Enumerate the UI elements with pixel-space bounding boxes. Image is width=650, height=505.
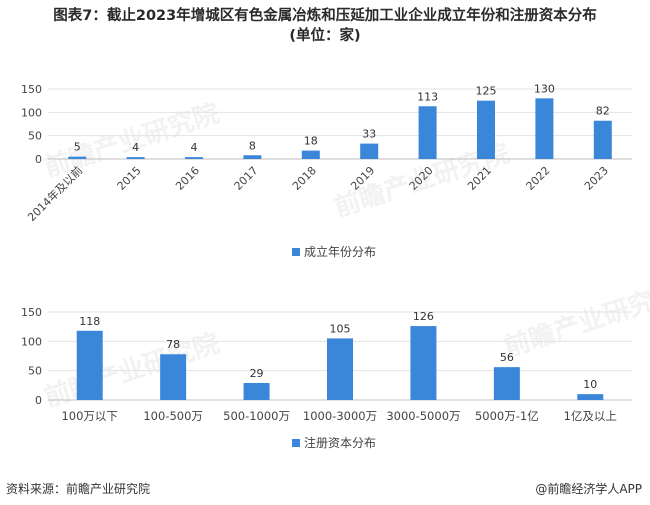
data-label: 130 (534, 82, 555, 95)
footer: 资料来源：前瞻产业研究院 @前瞻经济学人APP (6, 478, 642, 500)
bar (301, 150, 320, 159)
data-label: 29 (250, 367, 264, 380)
data-label: 10 (583, 378, 597, 391)
x-tick-label: 500-1000万 (223, 409, 290, 423)
y-tick-label: 100 (21, 106, 42, 119)
data-label: 56 (500, 351, 514, 364)
data-label: 5 (74, 141, 81, 154)
y-tick-label: 50 (28, 130, 42, 143)
bar (126, 157, 145, 159)
y-tick-label: 0 (35, 153, 42, 166)
x-tick-label: 1亿及以上 (564, 409, 617, 423)
x-tick-label: 2017 (232, 164, 261, 193)
x-tick-label: 100万以下 (61, 409, 117, 423)
y-tick-label: 150 (21, 83, 42, 96)
data-label: 126 (413, 310, 434, 323)
data-label: 82 (596, 105, 610, 118)
x-tick-label: 2020 (407, 164, 436, 193)
data-label: 18 (304, 135, 318, 148)
bar (243, 155, 262, 159)
bar (327, 338, 353, 400)
x-tick-label: 2022 (524, 164, 553, 193)
x-tick-label: 3000-5000万 (386, 409, 460, 423)
x-tick-label: 2019 (348, 164, 377, 193)
chart-title-main: 图表7：截止2023年增城区有色金属冶炼和压延加工业企业成立年份和注册资本分布 (53, 8, 597, 24)
data-label: 78 (166, 338, 180, 351)
brand-label: @前瞻经济学人APP (535, 482, 642, 496)
bar (535, 98, 554, 159)
bar (418, 106, 437, 159)
data-label: 33 (362, 128, 376, 141)
bar (76, 330, 103, 400)
bar (577, 394, 604, 400)
data-label: 118 (79, 315, 100, 328)
y-tick-label: 100 (21, 335, 42, 348)
x-tick-label: 2023 (582, 164, 611, 193)
legend-label: 成立年份分布 (304, 244, 376, 259)
x-tick-label: 2014年及以前 (25, 163, 86, 224)
source-note: 资料来源：前瞻产业研究院 (6, 482, 151, 496)
data-label: 8 (249, 139, 256, 152)
data-label: 105 (330, 322, 351, 335)
bar (160, 354, 187, 400)
legend-swatch (292, 439, 300, 447)
x-tick-label: 100-500万 (143, 409, 203, 423)
data-label: 125 (476, 85, 497, 98)
chart-title-unit: (单位：家) (289, 28, 361, 44)
x-tick-label: 2016 (173, 164, 202, 193)
bar (68, 156, 87, 159)
bar (360, 143, 379, 159)
x-tick-label: 2015 (115, 164, 144, 193)
x-tick-label: 1000-3000万 (303, 409, 377, 423)
data-label: 4 (132, 141, 139, 154)
legend-swatch (292, 248, 300, 256)
chart-title: 图表7：截止2023年增城区有色金属冶炼和压延加工业企业成立年份和注册资本分布 … (0, 6, 650, 46)
x-tick-label: 2018 (290, 164, 319, 193)
y-tick-label: 150 (21, 306, 42, 319)
y-tick-label: 0 (35, 394, 42, 407)
bar (477, 100, 495, 159)
data-label: 4 (191, 141, 198, 154)
bar (593, 120, 612, 159)
x-tick-label: 5000万-1亿 (475, 409, 539, 423)
bar (185, 157, 203, 159)
y-tick-label: 50 (28, 365, 42, 378)
bar (410, 326, 437, 400)
x-tick-label: 2021 (465, 164, 494, 193)
data-label: 113 (417, 90, 438, 103)
bar (243, 382, 270, 400)
bar (493, 367, 520, 400)
legend-label: 注册资本分布 (304, 435, 376, 450)
